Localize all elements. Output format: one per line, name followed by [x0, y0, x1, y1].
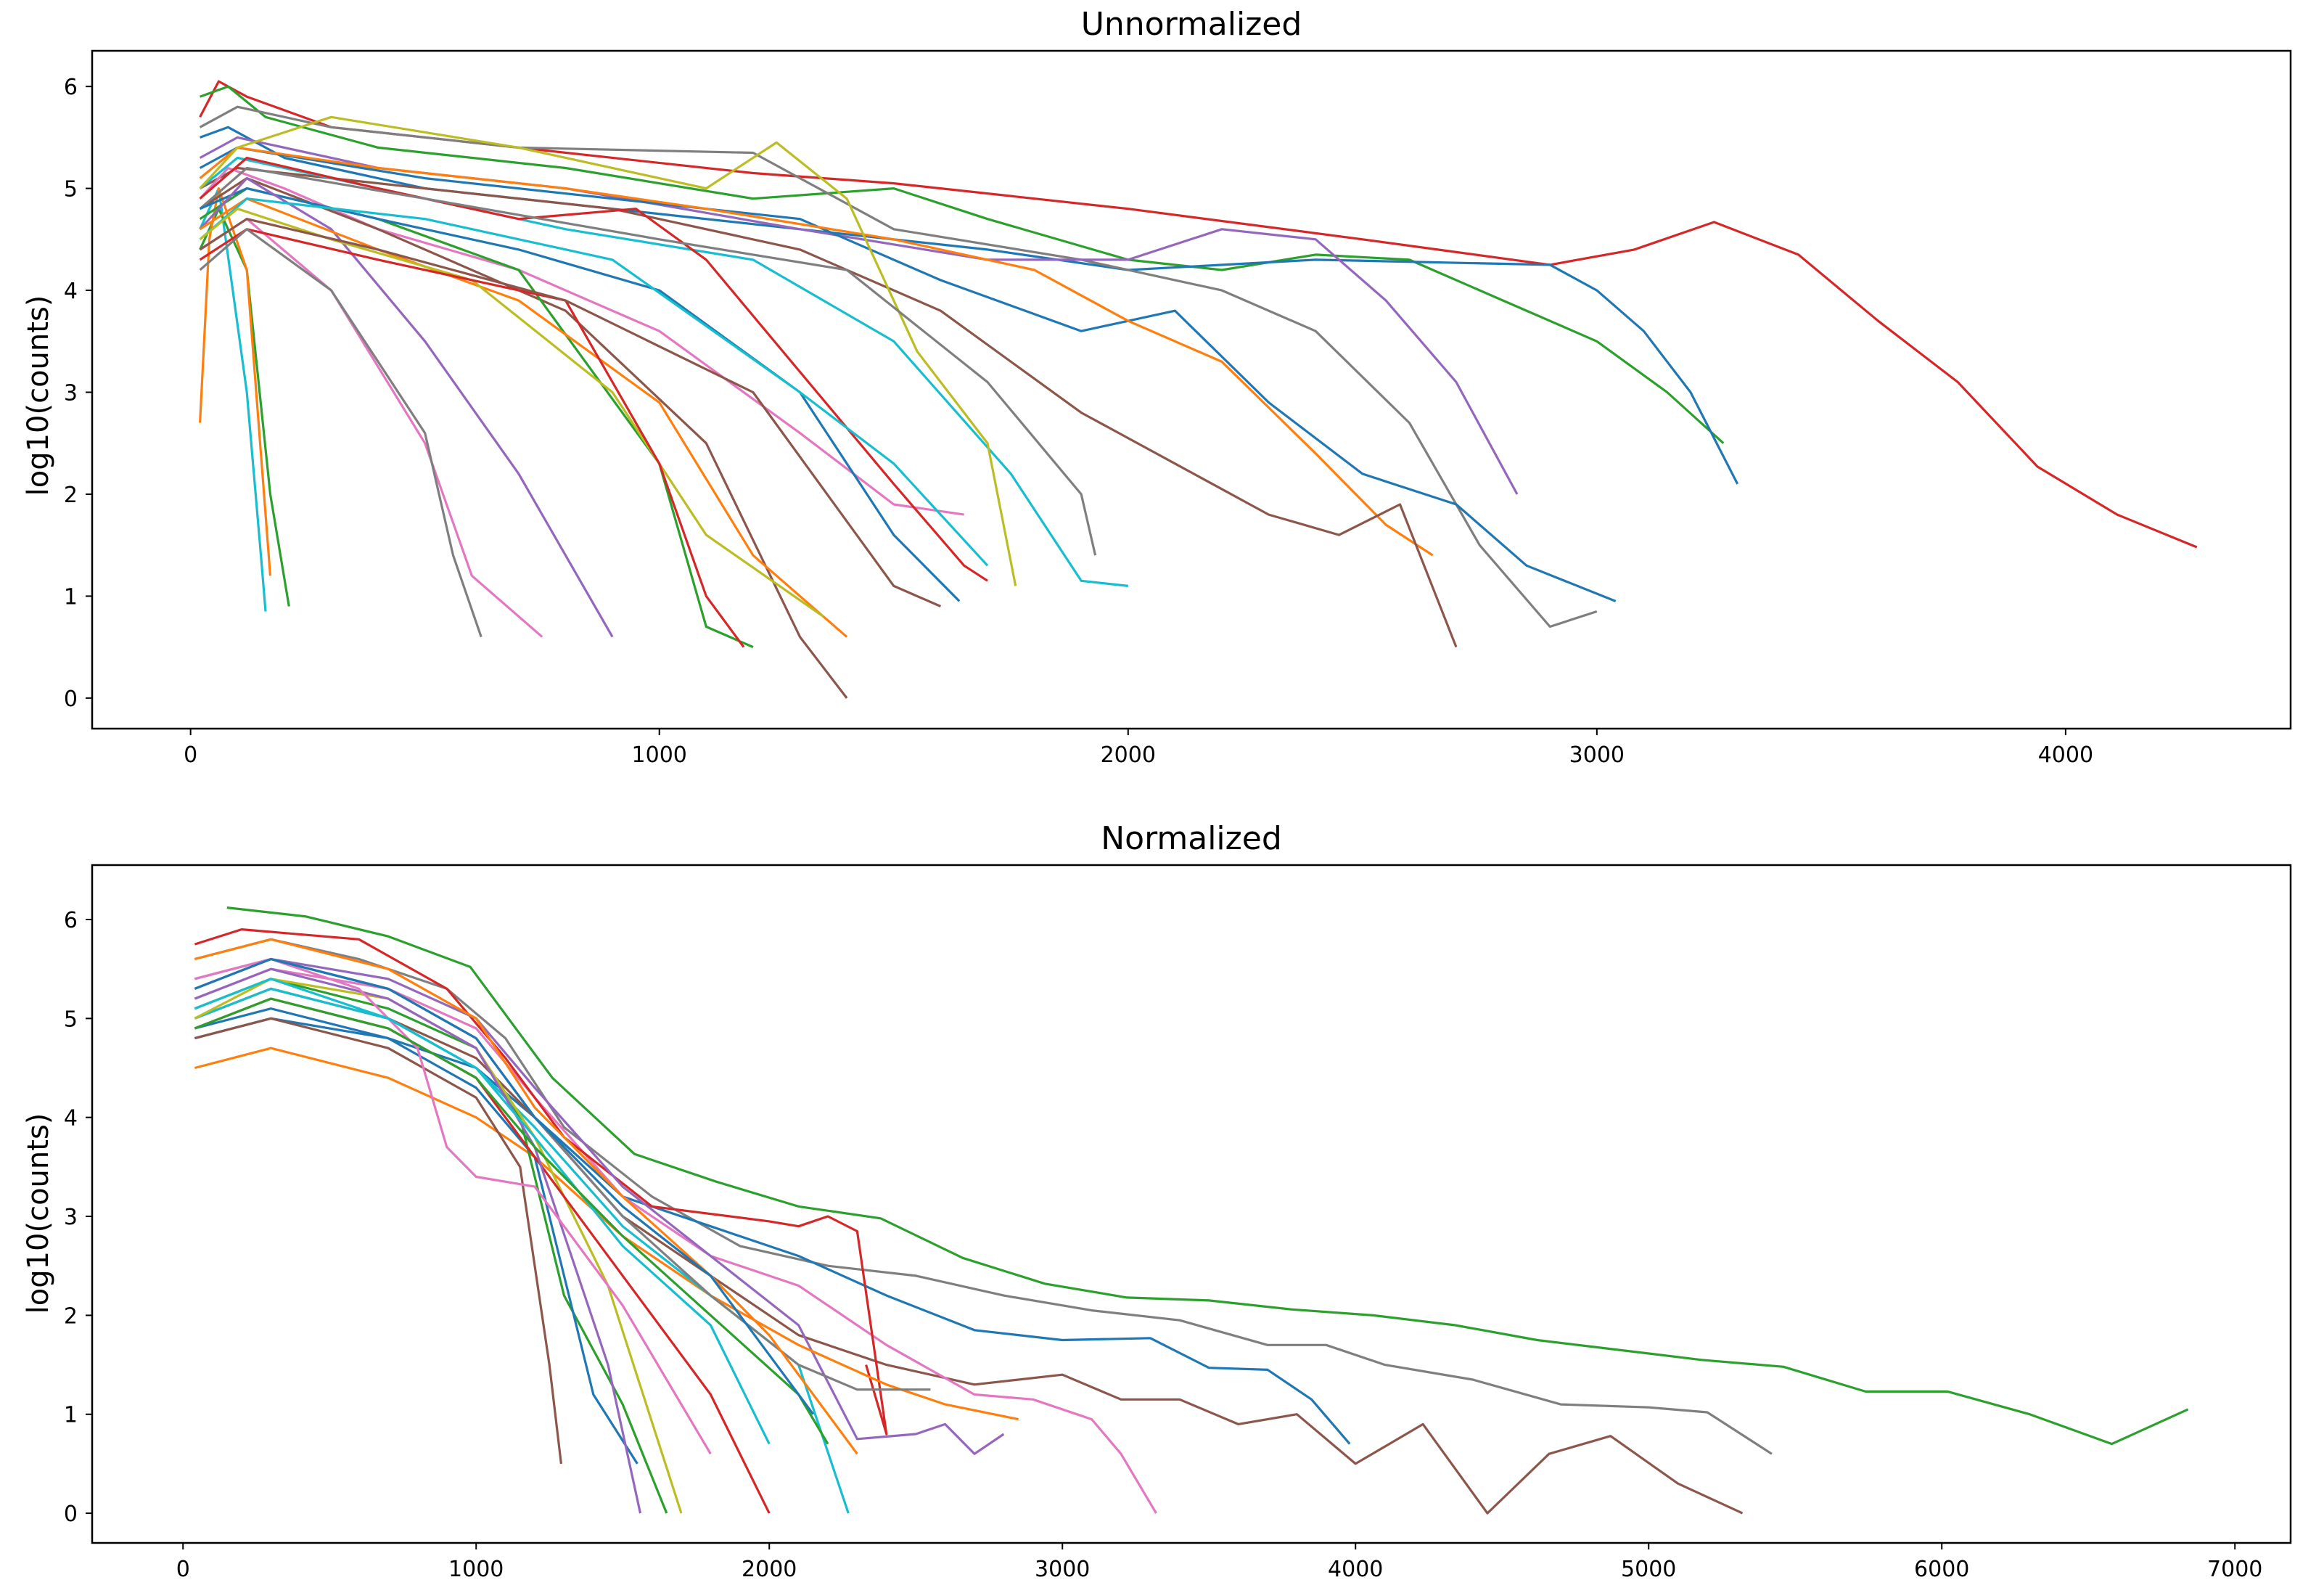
- series-line-green-c: [194, 997, 829, 1445]
- axis-ticks-normalized: 0 1000 2000 3000 4000 5000 6000 7000 0 1 2 3 4 5 6: [64, 908, 2263, 1582]
- series-line-pink-c: [194, 957, 712, 1455]
- series-line-cyan-c: [199, 197, 989, 567]
- y-tick-label: 5: [64, 177, 78, 202]
- y-tick-label: 1: [64, 584, 78, 610]
- plot-frame-normalized: [91, 864, 2292, 1544]
- y-tick-label: 1: [64, 1403, 78, 1428]
- series-line-brown-long: [194, 987, 1744, 1515]
- series-line-blue-d: [194, 957, 815, 1415]
- series-line-purple-b: [194, 957, 1005, 1455]
- panel-normalized: Normalized log10(counts) 0 1000 2000 3000 40…: [22, 820, 2292, 1582]
- chart-title-normalized: Normalized: [1101, 820, 1282, 857]
- series-line-brown-c: [194, 1017, 562, 1465]
- y-tick-label: 2: [64, 483, 78, 508]
- y-tick-label: 2: [64, 1303, 78, 1329]
- series-line-red-b: [194, 927, 888, 1436]
- x-tick-label: 0: [184, 742, 197, 768]
- series-line-purple-c: [194, 967, 642, 1514]
- series-line-brown-c: [199, 218, 942, 607]
- series-line-gray-long: [194, 938, 1773, 1455]
- chart-title-unnormalized: Unnormalized: [1081, 6, 1302, 43]
- series-line-blue-b: [199, 146, 1617, 602]
- x-tick-label: 2000: [1101, 742, 1156, 768]
- y-axis-label-normalized: log10(counts): [22, 1113, 55, 1314]
- panel-unnormalized: Unnormalized log10(counts) 0 1000 2000 3000…: [22, 6, 2292, 768]
- x-tick-label: 1000: [448, 1557, 504, 1582]
- series-line-green-long: [226, 906, 2189, 1446]
- series-line-olive-a: [199, 115, 1017, 586]
- series-line-brown-a: [199, 166, 1458, 648]
- x-tick-label: 3000: [1569, 742, 1625, 768]
- y-tick-label: 6: [64, 75, 78, 100]
- x-tick-label: 2000: [742, 1557, 797, 1582]
- series-line-orange-b: [199, 187, 272, 576]
- x-tick-label: 5000: [1621, 1557, 1676, 1582]
- series-line-green-a: [200, 85, 1725, 444]
- x-tick-label: 6000: [1914, 1557, 1969, 1582]
- y-tick-label: 5: [64, 1007, 78, 1032]
- series-line-cyan-a: [199, 156, 1128, 587]
- x-tick-label: 1000: [632, 742, 687, 768]
- series-line-orange-a: [199, 146, 1434, 557]
- y-tick-label: 4: [64, 1106, 78, 1131]
- y-tick-label: 0: [64, 687, 78, 712]
- y-tick-label: 3: [64, 381, 78, 406]
- y-tick-label: 0: [64, 1502, 78, 1527]
- y-tick-label: 6: [64, 908, 78, 933]
- series-line-gray-b: [199, 166, 1097, 556]
- series-line-pink-long: [194, 967, 1157, 1514]
- y-axis-label-unnormalized: log10(counts): [22, 295, 55, 496]
- series-line-blue-c: [199, 187, 961, 602]
- series-line-orange-c: [194, 938, 858, 1455]
- x-tick-label: 0: [176, 1557, 190, 1582]
- series-lines-unnormalized: [199, 80, 2198, 699]
- y-tick-label: 4: [64, 279, 78, 304]
- x-tick-label: 7000: [2207, 1557, 2262, 1582]
- x-tick-label: 4000: [2038, 742, 2093, 768]
- y-tick-label: 3: [64, 1205, 78, 1230]
- series-line-gray-c: [199, 228, 483, 638]
- series-lines-normalized: [194, 906, 2189, 1515]
- axis-ticks-unnormalized: 0 1000 2000 3000 4000 0 1 2 3 4 5 6: [64, 75, 2093, 768]
- series-line-purple-b: [199, 177, 614, 638]
- series-line-purple-a: [199, 136, 1519, 495]
- x-tick-label: 3000: [1035, 1557, 1090, 1582]
- x-tick-label: 4000: [1328, 1557, 1383, 1582]
- plot-frame-unnormalized: [91, 49, 2292, 730]
- series-line-red-b: [199, 156, 988, 582]
- series-line-cyan-c: [194, 978, 771, 1445]
